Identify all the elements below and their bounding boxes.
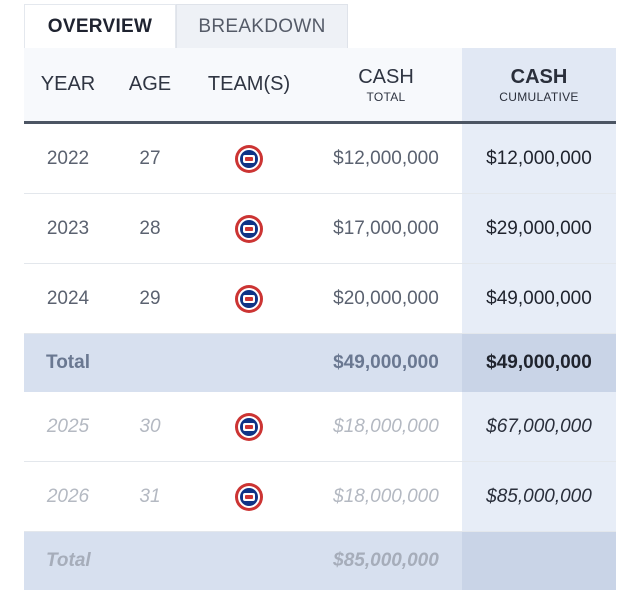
total-row: Total $85,000,000 (24, 532, 616, 590)
row-cash: $12,000,000 (333, 147, 439, 169)
row-year: 2026 (46, 485, 90, 507)
header-cash-cumulative[interactable]: CASH CUMULATIVE (462, 48, 616, 121)
cubs-logo-icon[interactable] (235, 214, 263, 243)
total-label: Total (46, 352, 90, 373)
header-teams[interactable]: TEAM(S) (188, 48, 310, 121)
row-year: 2022 (46, 147, 90, 169)
header-cash-total[interactable]: CASH TOTAL (310, 48, 462, 121)
header-year[interactable]: YEAR (24, 48, 112, 121)
cubs-logo-icon[interactable] (235, 482, 263, 511)
row-cash: $18,000,000 (333, 415, 439, 437)
row-team (188, 462, 310, 531)
table-row: 2024 29 $20,000,000 $49,000,000 (24, 264, 616, 334)
total-cumulative: $49,000,000 (462, 334, 616, 392)
cubs-logo-icon[interactable] (235, 412, 263, 441)
row-team (188, 392, 310, 461)
row-year: 2023 (46, 217, 90, 239)
table-row: 2025 30 $18,000,000 $67,000,000 (24, 392, 616, 462)
total-row: Total $49,000,000 $49,000,000 (24, 334, 616, 392)
header-year-label: YEAR (40, 73, 96, 95)
total-label: Total (46, 550, 91, 571)
tab-overview[interactable]: OVERVIEW (24, 4, 176, 48)
total-cash: $49,000,000 (333, 352, 439, 373)
row-year: 2025 (46, 415, 90, 437)
row-cumulative: $67,000,000 (462, 392, 616, 461)
header-age[interactable]: AGE (112, 48, 188, 121)
row-cash: $17,000,000 (333, 217, 439, 239)
tab-breakdown[interactable]: BREAKDOWN (176, 4, 348, 48)
row-cumulative: $29,000,000 (462, 194, 616, 263)
table-row: 2023 28 $17,000,000 $29,000,000 (24, 194, 616, 264)
row-cumulative: $49,000,000 (462, 264, 616, 333)
row-team (188, 194, 310, 263)
table-row: 2026 31 $18,000,000 $85,000,000 (24, 462, 616, 532)
cubs-logo-icon[interactable] (235, 284, 263, 313)
table-row: 2022 27 $12,000,000 $12,000,000 (24, 124, 616, 194)
row-cumulative: $12,000,000 (462, 124, 616, 193)
header-cum-label: CASH (510, 65, 568, 88)
header-cum-sub: CUMULATIVE (499, 89, 579, 104)
row-age: 29 (139, 287, 161, 309)
salary-table: YEAR AGE TEAM(S) CASH TOTAL CASH CUMULAT… (24, 48, 616, 590)
row-year: 2024 (46, 287, 90, 309)
header-cash-label: CASH (358, 65, 414, 88)
total-cash: $85,000,000 (333, 550, 439, 571)
row-cash: $18,000,000 (333, 485, 439, 507)
row-age: 30 (139, 415, 161, 437)
row-team (188, 124, 310, 193)
header-cash-sub: TOTAL (366, 89, 406, 104)
row-age: 28 (139, 217, 161, 239)
tab-bar: OVERVIEW BREAKDOWN (24, 4, 348, 48)
row-age: 27 (139, 147, 161, 169)
header-age-label: AGE (128, 73, 172, 95)
total-cumulative (462, 532, 616, 590)
row-cumulative: $85,000,000 (462, 462, 616, 531)
row-age: 31 (139, 485, 161, 507)
header-teams-label: TEAM(S) (207, 73, 291, 95)
row-cash: $20,000,000 (333, 287, 439, 309)
table-header: YEAR AGE TEAM(S) CASH TOTAL CASH CUMULAT… (24, 48, 616, 124)
row-team (188, 264, 310, 333)
cubs-logo-icon[interactable] (235, 144, 263, 173)
